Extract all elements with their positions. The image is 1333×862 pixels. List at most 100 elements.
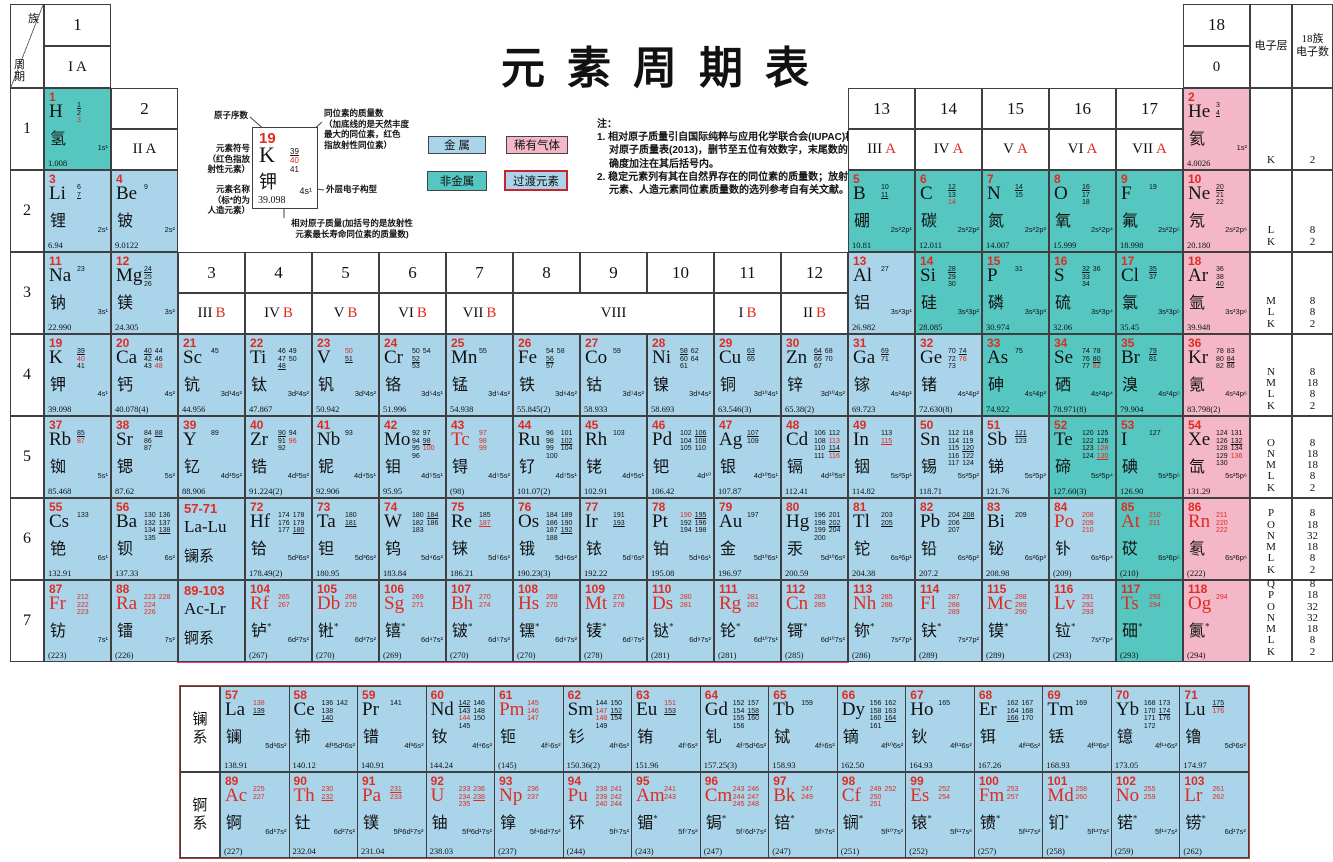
element-symbol: Es	[910, 785, 930, 806]
electron-config: 6d⁷7s²	[622, 635, 644, 644]
isotope-mass: 233	[458, 786, 471, 793]
electron-config: 4f¹¹6s²	[950, 741, 972, 750]
isotope-mass: 88	[154, 430, 163, 437]
isotope-mass: 98	[546, 437, 554, 445]
atomic-mass: 144.24	[429, 760, 453, 770]
element-name-cn: 氧	[1055, 213, 1072, 230]
element-symbol: Br	[1121, 347, 1140, 368]
isotope-list: 96 98 99 100 101 102 104	[546, 430, 572, 460]
atomic-mass: 91.224(2)	[249, 486, 283, 496]
shell-letter: O	[1267, 600, 1275, 613]
isotope-mass: 93	[345, 430, 353, 437]
isotope-mass: 258	[1075, 786, 1088, 793]
isotope-mass: 14	[1015, 184, 1023, 191]
isotope-mass: 74	[958, 348, 967, 355]
atomic-number: 14	[920, 254, 934, 268]
isotope-mass: 268	[345, 594, 357, 601]
element-cell-Si: 14 Si 28 29 30 硅 3s²3p² 28.085	[915, 252, 982, 334]
isotope-mass: 238	[473, 793, 485, 801]
synthetic-star: *	[858, 813, 864, 824]
isotope-mass: 288	[1015, 594, 1027, 601]
element-symbol: U	[430, 785, 445, 806]
isotope-mass: 38	[1216, 273, 1224, 281]
shell-letter: N	[1267, 611, 1275, 624]
atomic-number: 115	[987, 582, 1007, 596]
isotope-mass: 112	[948, 430, 960, 437]
atomic-number: 69	[1047, 688, 1061, 702]
electron-config: 5f⁴6d¹7s²	[529, 827, 561, 836]
shell-letter: L	[1267, 306, 1275, 319]
atomic-mass: 150.36(2)	[566, 760, 600, 770]
element-symbol: Nh	[853, 593, 877, 614]
example-element-cell: 19 K 39 40 41 钾 4s¹ 39.098	[252, 127, 318, 209]
isotope-list: 255 259	[1144, 786, 1156, 801]
synthetic-star: *	[790, 813, 795, 824]
shell-letter: K	[1267, 563, 1275, 576]
isotope-list: 107 109	[747, 430, 759, 445]
group-sub-label-red: B	[486, 305, 497, 321]
electron-config: 5s²5p⁵	[1158, 471, 1180, 480]
element-name-cn: 钴	[586, 377, 603, 394]
atomic-mass: (259)	[1114, 846, 1134, 856]
electron-config: 4s²4p³	[1024, 389, 1046, 398]
isotope-list: 55	[479, 348, 487, 356]
isotope-list: 19	[1149, 184, 1157, 192]
element-cell-Sr: 38 Sr 84 86 87 88 锶 5s² 87.62	[111, 416, 178, 498]
isotope-mass: 260	[1075, 793, 1088, 801]
isotope-list: 93	[345, 430, 353, 438]
element-symbol: Ga	[853, 347, 876, 368]
isotope-mass: 35	[1149, 266, 1157, 273]
isotope-mass: 108	[814, 437, 826, 445]
isotope-mass: 244	[610, 801, 623, 809]
isotope-mass: 141	[390, 700, 402, 707]
atomic-mass: 18.998	[1120, 240, 1144, 250]
atomic-number: 46	[652, 418, 666, 432]
isotope-mass: 39	[77, 348, 85, 355]
element-symbol: O	[1054, 183, 1068, 204]
electron-config: 5d¹6s²	[265, 741, 287, 750]
element-cell-Rf: 104 Rf 265 267 𬬻* 6d²7s² (267)	[245, 580, 312, 662]
element-symbol: Co	[585, 347, 608, 368]
isotope-mass: 128	[1216, 445, 1228, 453]
atomic-mass: 132.91	[48, 568, 72, 578]
element-symbol: Th	[293, 785, 315, 806]
element-cell-Ra: 88 Ra 223 224 226 228 镭 7s² (226)	[111, 580, 178, 662]
element-symbol: Ra	[116, 593, 138, 614]
element-name-cn: 氖	[1189, 213, 1206, 230]
atomic-number: 28	[652, 336, 666, 350]
isotope-mass: 162	[1006, 700, 1019, 707]
series-cell-Ac-Lr: 89-103 Ac-Lr 锕系	[178, 580, 245, 662]
atomic-number: 94	[567, 774, 581, 788]
atomic-mass: 10.81	[852, 240, 872, 250]
element-symbol: Hf	[250, 511, 271, 532]
isotope-mass: 64	[814, 348, 822, 355]
atomic-number: 72	[250, 500, 264, 514]
atomic-number: 82	[920, 500, 934, 514]
isotope-list: 145 146 147	[527, 700, 539, 723]
synthetic-star: *	[1205, 621, 1210, 632]
group-header-16: 16	[1049, 88, 1116, 129]
isotope-mass: 7	[77, 191, 81, 199]
isotope-mass: 144	[595, 700, 608, 707]
atomic-mass: 174.97	[1183, 760, 1207, 770]
isotope-list: 269 271	[412, 594, 424, 609]
group-number: 6	[408, 262, 417, 282]
group-sub-VIII: VIII	[513, 293, 714, 334]
series-range: 89-103	[184, 583, 225, 598]
element-cell-P: 15 P 31 磷 3s²3p³ 30.974	[982, 252, 1049, 334]
element-name-cn: 钒	[318, 377, 335, 394]
isotope-mass: 80	[1092, 355, 1101, 363]
element-symbol: Tc	[451, 429, 470, 450]
electron-config: 5f¹⁰7s²	[881, 827, 904, 836]
element-symbol: K	[49, 347, 63, 368]
isotope-mass: 160	[869, 715, 882, 723]
element-symbol: Db	[317, 593, 341, 614]
element-name-cn: 锝	[452, 459, 469, 476]
shell-count: 8	[1309, 306, 1316, 319]
atomic-number: 117	[1121, 582, 1141, 596]
element-cell-Sn: 50 Sn 112 114 115 116 117 118 119 120 122 124 锡 5s²5p…	[915, 416, 982, 498]
isotope-mass: 84	[1226, 355, 1235, 363]
isotope-mass: 165	[938, 700, 950, 707]
shell-letter: M	[1266, 459, 1276, 472]
